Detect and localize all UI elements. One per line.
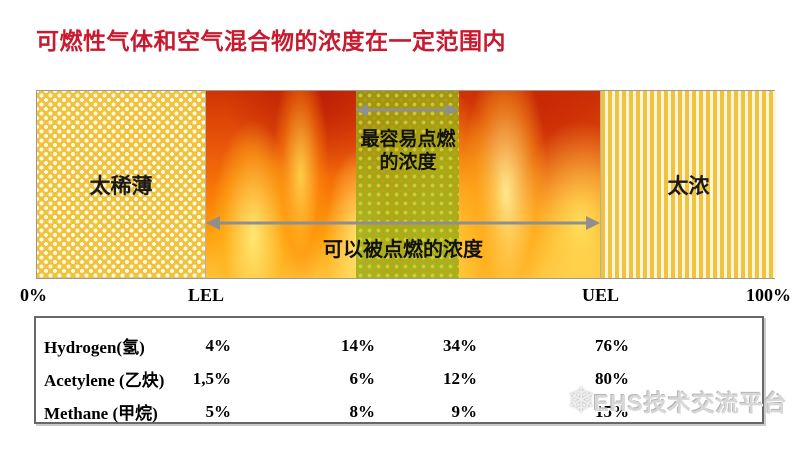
zone-easiest-ignition (356, 91, 459, 278)
watermark-text: EHS技术交流平台 (593, 390, 788, 416)
axis-tick-lel: LEL (188, 285, 225, 305)
gas-optimal-low-value: 8% (349, 401, 376, 421)
concentration-bar: 太稀薄 太浓 最容易点燃 的浓度 可以被点燃的浓度 (36, 90, 776, 279)
zone-too-lean: 太稀薄 (37, 91, 206, 278)
gas-optimal-low-value: 14% (341, 335, 375, 355)
gas-uel-value: 80% (595, 368, 629, 388)
gas-uel-value: 76% (595, 335, 629, 355)
axis-tick-100: 100% (746, 285, 791, 305)
table-row: Hydrogen(氢) 4% 14% 34% 76% (44, 329, 762, 362)
gas-lel-value: 5% (205, 401, 232, 421)
easiest-ignition-line2: 的浓度 (379, 151, 437, 173)
gas-name: Acetylene (乙炔) (44, 371, 165, 390)
gas-uel-value: 15% (595, 401, 629, 421)
gas-name: Methane (甲烷) (44, 404, 158, 423)
gas-lel-value: 1,5% (192, 368, 231, 388)
easiest-ignition-line1: 最容易点燃 (360, 129, 456, 150)
gas-name: Hydrogen(氢) (44, 338, 145, 357)
table-row: Methane (甲烷) 5% 8% 9% 15% (44, 395, 762, 428)
watermark: ❄ EHS技术交流平台 (567, 384, 788, 418)
too-rich-label: 太浓 (667, 174, 710, 198)
ignitable-range-caption: 可以被点燃的浓度 (323, 239, 483, 261)
axis-tick-uel: UEL (582, 285, 620, 305)
gas-optimal-high-value: 9% (451, 401, 478, 421)
zone-too-rich: 太浓 (600, 91, 776, 278)
gas-lel-value: 4% (205, 335, 232, 355)
too-lean-label: 太稀薄 (89, 174, 153, 198)
easiest-ignition-caption: 最容易点燃 的浓度 (333, 129, 483, 175)
gas-optimal-high-value: 34% (443, 335, 477, 355)
gas-optimal-low-value: 6% (349, 368, 376, 388)
gas-limits-table: Hydrogen(氢) 4% 14% 34% 76% Acetylene (乙炔… (34, 316, 764, 424)
axis-tick-0: 0% (20, 285, 47, 305)
table-row: Acetylene (乙炔) 1,5% 6% 12% 80% (44, 362, 762, 395)
gas-optimal-high-value: 12% (443, 368, 477, 388)
snowflake-icon: ❄ (567, 382, 596, 420)
page-title: 可燃性气体和空气混合物的浓度在一定范围内 (36, 28, 506, 54)
